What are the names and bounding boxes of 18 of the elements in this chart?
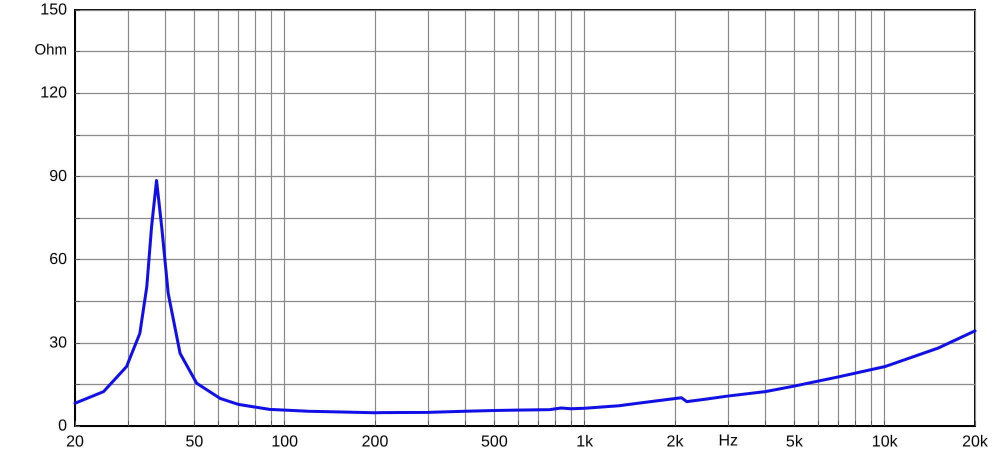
x-tick-label: 10k [872,434,899,450]
x-tick-label: 200 [362,434,388,450]
y-tick-label: 30 [49,334,68,352]
x-axis-title: Hz [718,432,738,450]
x-tick-label: 20 [66,434,84,450]
x-tick-label: 20k [962,434,989,450]
y-tick-label: 120 [40,84,68,102]
x-tick-label: 500 [481,434,508,450]
y-tick-label: 0 [58,418,68,434]
y-tick-label: 150 [40,2,68,18]
x-tick-label: 1k [576,434,594,450]
x-tick-label: 50 [185,434,204,450]
y-axis-title: Ohm [34,42,68,59]
x-tick-label: 100 [271,434,298,450]
y-tick-label: 90 [49,168,68,185]
x-tick-label: 5k [786,434,804,450]
x-tick-label: 2k [666,434,684,450]
y-tick-label: 60 [49,251,68,268]
